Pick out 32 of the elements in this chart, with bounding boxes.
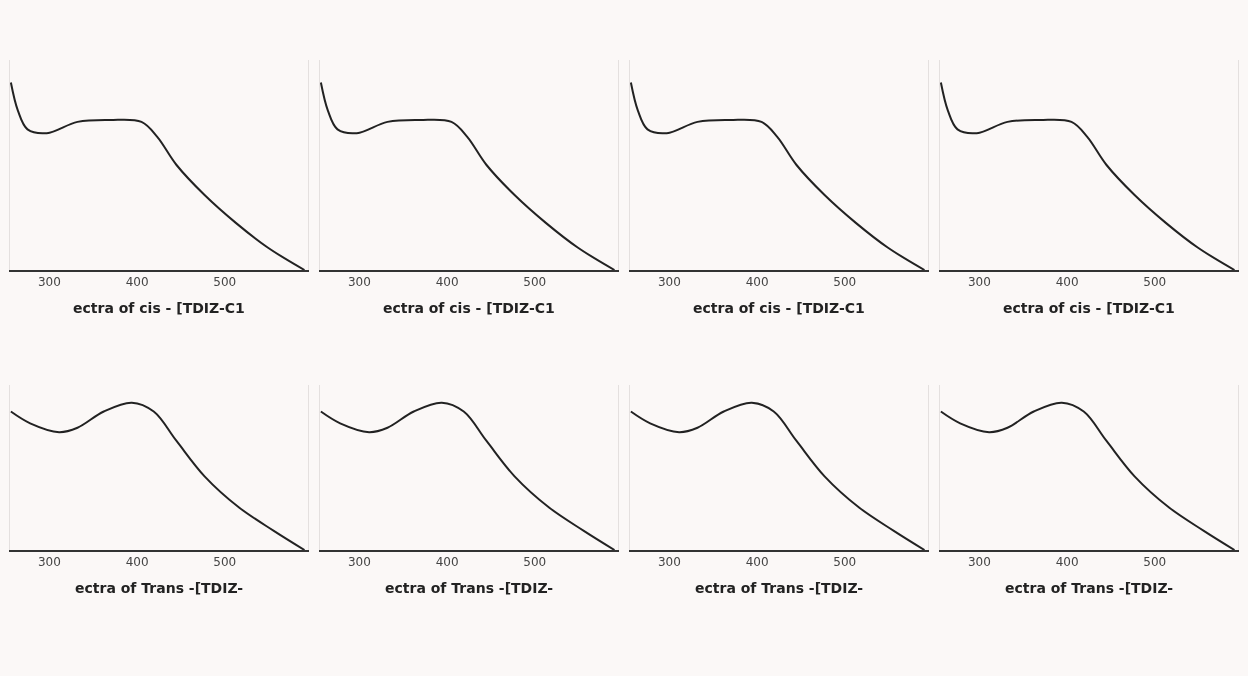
x-tick-label: 300	[657, 275, 681, 290]
x-tick-label: 400	[1055, 275, 1079, 290]
x-tick-label: 500	[523, 275, 547, 290]
text: ectra of cis - [TDIZ-C1	[73, 300, 245, 316]
x-tick-label: 500	[213, 275, 237, 290]
x-tick-label: 300	[37, 555, 61, 570]
x-tick-label: 300	[347, 275, 371, 290]
x-tick-label: 500	[1143, 555, 1167, 570]
x-tick-label: 300	[967, 275, 991, 290]
x-tick-label: 300	[37, 275, 61, 290]
text: ectra of Trans -[TDIZ-	[385, 580, 554, 596]
x-tick-label: 400	[745, 275, 769, 290]
x-tick-label: 300	[657, 555, 681, 570]
x-tick-label: 400	[125, 555, 149, 570]
text: ectra of cis - [TDIZ-C1	[693, 300, 865, 316]
text: ectra of Trans -[TDIZ-	[75, 580, 244, 596]
text: ectra of cis - [TDIZ-C1	[383, 300, 555, 316]
x-tick-label: 500	[213, 555, 237, 570]
x-tick-label: 500	[1143, 275, 1167, 290]
x-tick-label: 400	[125, 275, 149, 290]
text: ectra of Trans -[TDIZ-	[1005, 580, 1174, 596]
x-tick-label: 300	[347, 555, 371, 570]
x-tick-label: 400	[1055, 555, 1079, 570]
x-tick-label: 400	[745, 555, 769, 570]
text: ectra of cis - [TDIZ-C1	[1003, 300, 1175, 316]
text: ectra of Trans -[TDIZ-	[695, 580, 864, 596]
x-tick-label: 500	[523, 555, 547, 570]
x-tick-label: 400	[435, 555, 459, 570]
x-tick-label: 300	[967, 555, 991, 570]
x-tick-label: 500	[833, 275, 857, 290]
x-tick-label: 400	[435, 275, 459, 290]
x-tick-label: 500	[833, 555, 857, 570]
